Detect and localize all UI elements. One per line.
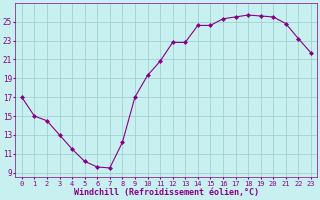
X-axis label: Windchill (Refroidissement éolien,°C): Windchill (Refroidissement éolien,°C) [74,188,259,197]
